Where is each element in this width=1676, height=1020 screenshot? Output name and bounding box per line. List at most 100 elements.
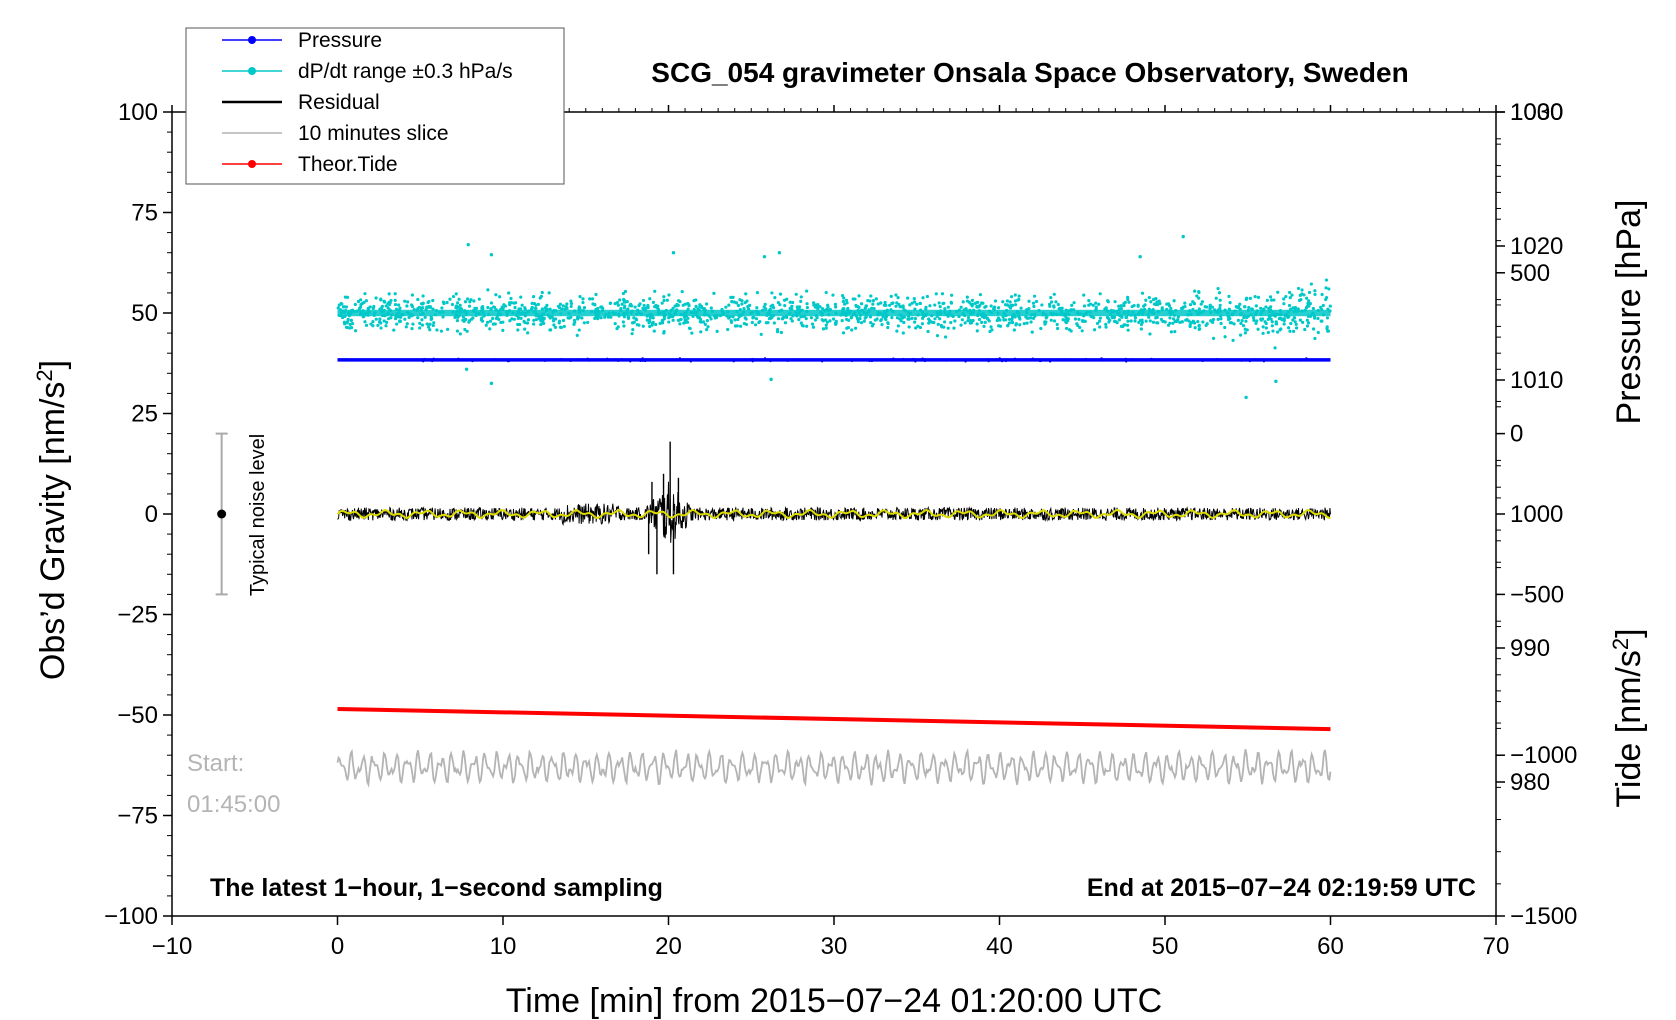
x-tick-label: 20 bbox=[655, 933, 682, 960]
dpdt-point bbox=[616, 325, 620, 329]
dpdt-point bbox=[916, 324, 920, 328]
dpdt-point bbox=[1316, 316, 1320, 321]
dpdt-point bbox=[1241, 324, 1246, 328]
dpdt-point bbox=[411, 322, 415, 326]
dpdt-point bbox=[632, 316, 636, 320]
dpdt-point bbox=[1282, 319, 1286, 323]
dpdt-point bbox=[387, 302, 392, 307]
dpdt-point bbox=[895, 301, 899, 305]
dpdt-point bbox=[547, 314, 551, 318]
dpdt-point bbox=[472, 299, 476, 303]
pressure-point bbox=[654, 359, 658, 362]
dpdt-point bbox=[730, 299, 734, 304]
dpdt-point bbox=[952, 326, 956, 330]
dpdt-point bbox=[1087, 299, 1091, 303]
pressure-point bbox=[1003, 358, 1006, 362]
dpdt-point bbox=[403, 299, 407, 303]
dpdt-point bbox=[1256, 295, 1261, 300]
dpdt-point bbox=[1227, 294, 1231, 298]
dpdt-point bbox=[979, 301, 984, 305]
dpdt-point bbox=[899, 314, 903, 318]
left-axis-ticks: 100 75 50 25 0 −25 −50 −75 −100 bbox=[104, 99, 172, 930]
dpdt-point bbox=[1165, 307, 1169, 312]
dpdt-point bbox=[336, 306, 340, 310]
dpdt-point bbox=[1239, 321, 1243, 326]
dpdt-point bbox=[1192, 302, 1197, 306]
dpdt-point bbox=[494, 293, 498, 297]
dpdt-point bbox=[1274, 320, 1278, 324]
dpdt-point bbox=[1301, 320, 1305, 325]
dpdt-point bbox=[750, 320, 754, 325]
pressure-point bbox=[904, 359, 907, 362]
pressure-point bbox=[1324, 358, 1328, 362]
dpdt-point bbox=[736, 317, 740, 322]
dpdt-point bbox=[1191, 307, 1195, 312]
dpdt-point bbox=[737, 313, 742, 317]
dpdt-point bbox=[1007, 317, 1012, 322]
dpdt-point bbox=[1188, 309, 1192, 313]
dpdt-point bbox=[498, 313, 502, 317]
slice-line bbox=[336, 747, 1332, 789]
dpdt-outlier bbox=[1181, 234, 1185, 239]
dpdt-point bbox=[908, 303, 912, 307]
dpdt-point bbox=[595, 313, 599, 317]
dpdt-point bbox=[450, 302, 455, 307]
dpdt-point bbox=[710, 309, 715, 313]
dpdt-point bbox=[343, 322, 347, 326]
dpdt-point bbox=[1218, 303, 1222, 307]
dpdt-point bbox=[372, 313, 376, 318]
dpdt-point bbox=[733, 318, 737, 322]
pressure-point bbox=[1215, 358, 1218, 361]
dpdt-point bbox=[1150, 309, 1154, 313]
dpdt-point bbox=[1219, 314, 1223, 318]
dpdt-point bbox=[376, 323, 380, 327]
dpdt-point bbox=[634, 318, 639, 322]
dpdt-point bbox=[441, 310, 445, 314]
dpdt-point bbox=[1126, 319, 1130, 323]
x-tick-label: 50 bbox=[1152, 933, 1179, 960]
dpdt-point bbox=[455, 309, 459, 313]
dpdt-point bbox=[940, 292, 945, 296]
dpdt-point bbox=[919, 308, 923, 312]
dpdt-point bbox=[467, 319, 472, 323]
dpdt-point bbox=[779, 330, 783, 335]
pressure-point bbox=[781, 358, 785, 362]
dpdt-point bbox=[432, 321, 436, 325]
dpdt-point bbox=[1104, 325, 1108, 329]
dpdt-point bbox=[953, 319, 957, 323]
dpdt-point bbox=[667, 312, 672, 316]
pressure-point bbox=[946, 358, 950, 361]
dpdt-point bbox=[998, 324, 1003, 328]
dpdt-point bbox=[800, 308, 804, 312]
dpdt-point bbox=[1289, 307, 1293, 311]
dpdt-point bbox=[947, 312, 951, 316]
pressure-point bbox=[525, 358, 528, 362]
dpdt-point bbox=[371, 306, 375, 310]
dpdt-point bbox=[854, 303, 858, 308]
dpdt-point bbox=[1133, 319, 1137, 323]
dpdt-point bbox=[633, 305, 637, 309]
dpdt-point bbox=[397, 311, 401, 315]
dpdt-point bbox=[1106, 316, 1111, 321]
dpdt-point bbox=[933, 303, 937, 307]
dpdt-point bbox=[1296, 286, 1301, 291]
x-axis-title: Time [min] from 2015−07−24 01:20:00 UTC bbox=[506, 982, 1162, 1020]
dpdt-point bbox=[939, 312, 943, 316]
dpdt-point bbox=[797, 317, 801, 322]
dpdt-point bbox=[596, 317, 600, 321]
dpdt-point bbox=[1208, 304, 1212, 309]
dpdt-point bbox=[379, 326, 383, 330]
x-tick-label: 30 bbox=[821, 933, 848, 960]
pressure-point bbox=[748, 358, 752, 361]
dpdt-point bbox=[649, 312, 653, 317]
dpdt-point bbox=[494, 316, 499, 321]
dpdt-point bbox=[686, 307, 690, 311]
dpdt-point bbox=[868, 314, 872, 318]
dpdt-point bbox=[1219, 317, 1223, 321]
right-axis-ticks: 1030 1020 1010 1000 990 980 1000 500 0 −500 −1000 −… bbox=[1496, 99, 1577, 930]
dpdt-point bbox=[455, 329, 460, 333]
dpdt-point bbox=[1165, 302, 1169, 306]
dpdt-point bbox=[1199, 302, 1203, 306]
dpdt-point bbox=[1092, 328, 1097, 332]
dpdt-point bbox=[1065, 326, 1069, 331]
